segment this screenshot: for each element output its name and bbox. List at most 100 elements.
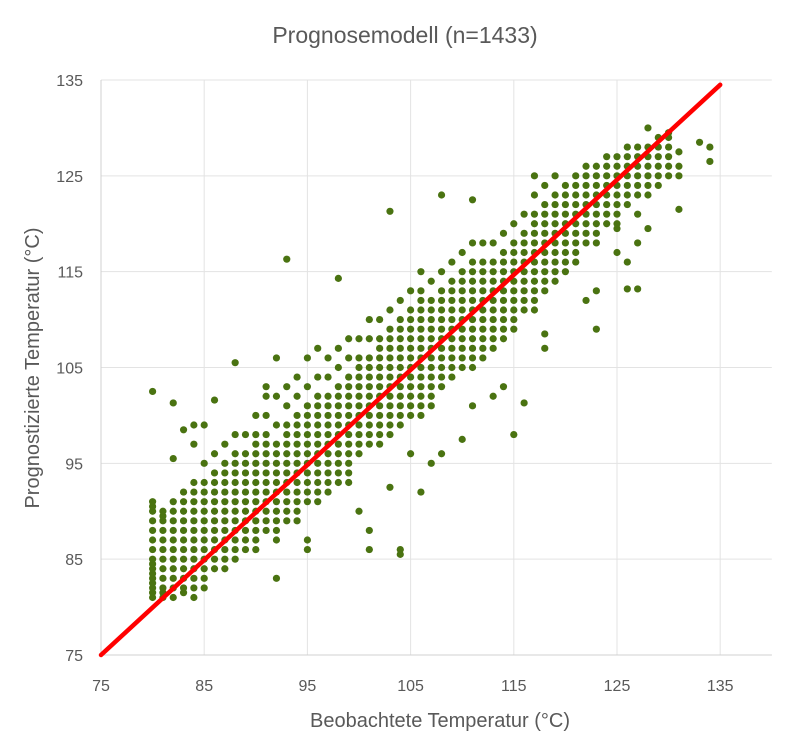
data-point bbox=[303, 440, 311, 448]
data-point bbox=[551, 210, 559, 218]
data-point bbox=[159, 565, 167, 573]
data-point bbox=[334, 421, 342, 429]
data-point bbox=[448, 354, 456, 362]
data-point bbox=[334, 344, 342, 352]
data-point bbox=[530, 268, 539, 276]
data-point bbox=[303, 536, 311, 544]
data-point bbox=[190, 488, 198, 496]
data-point bbox=[221, 478, 229, 487]
data-point bbox=[376, 373, 384, 381]
data-point bbox=[149, 536, 157, 544]
data-point bbox=[221, 488, 229, 496]
data-point bbox=[324, 402, 332, 410]
data-point bbox=[623, 153, 631, 161]
data-point bbox=[303, 430, 311, 439]
data-point bbox=[592, 162, 600, 170]
data-point bbox=[468, 239, 477, 247]
data-point bbox=[262, 411, 270, 420]
data-point bbox=[231, 507, 239, 515]
data-point bbox=[303, 545, 311, 554]
data-point bbox=[314, 421, 322, 429]
data-point bbox=[634, 181, 642, 190]
data-point bbox=[386, 306, 394, 314]
data-point bbox=[303, 421, 311, 429]
data-point bbox=[541, 330, 549, 338]
data-point bbox=[551, 200, 559, 209]
data-point bbox=[334, 363, 342, 372]
data-point bbox=[334, 383, 342, 391]
data-point bbox=[314, 373, 322, 381]
data-point bbox=[582, 172, 590, 180]
data-point bbox=[541, 277, 549, 285]
data-point bbox=[592, 181, 600, 190]
data-point bbox=[241, 526, 250, 535]
data-point bbox=[427, 392, 435, 400]
data-point bbox=[396, 402, 404, 410]
data-point bbox=[262, 392, 270, 400]
data-point bbox=[293, 450, 301, 458]
data-point bbox=[468, 325, 477, 333]
data-point bbox=[149, 545, 157, 554]
data-point bbox=[231, 498, 239, 506]
data-point bbox=[314, 344, 322, 352]
data-point bbox=[334, 392, 342, 400]
data-point bbox=[324, 411, 332, 420]
data-point bbox=[541, 200, 549, 209]
data-point bbox=[592, 287, 600, 295]
data-point bbox=[190, 507, 198, 515]
data-point bbox=[437, 325, 446, 333]
data-point bbox=[324, 421, 332, 429]
data-point bbox=[293, 430, 301, 439]
data-point bbox=[530, 306, 539, 314]
data-point bbox=[479, 287, 487, 295]
data-point bbox=[427, 459, 435, 467]
data-point bbox=[572, 229, 580, 237]
data-point bbox=[417, 344, 425, 352]
data-point bbox=[551, 277, 559, 285]
data-point bbox=[510, 258, 518, 266]
data-point bbox=[386, 335, 394, 343]
data-point bbox=[149, 387, 157, 396]
data-point bbox=[345, 450, 353, 458]
data-point bbox=[407, 287, 415, 295]
data-point bbox=[241, 478, 250, 487]
data-point bbox=[262, 450, 270, 458]
data-point bbox=[407, 450, 415, 458]
data-point bbox=[190, 574, 198, 582]
data-point bbox=[665, 143, 673, 151]
data-point bbox=[324, 430, 332, 439]
data-point bbox=[541, 220, 549, 228]
data-point bbox=[149, 517, 157, 525]
data-point bbox=[221, 565, 229, 573]
data-point bbox=[623, 200, 631, 209]
data-point bbox=[386, 207, 394, 215]
data-point bbox=[231, 478, 239, 487]
data-point bbox=[262, 469, 270, 477]
data-point bbox=[303, 478, 311, 487]
data-point bbox=[190, 526, 198, 535]
data-point bbox=[179, 565, 188, 573]
data-point bbox=[417, 335, 425, 343]
data-point bbox=[530, 287, 539, 295]
data-point bbox=[283, 383, 291, 391]
data-point bbox=[407, 306, 415, 314]
data-point bbox=[458, 248, 466, 257]
data-point bbox=[623, 143, 631, 151]
data-point bbox=[159, 536, 167, 544]
data-point bbox=[345, 411, 353, 420]
data-point bbox=[345, 459, 353, 467]
data-point bbox=[551, 172, 559, 180]
data-point bbox=[334, 411, 342, 420]
data-point bbox=[376, 402, 384, 410]
data-point bbox=[293, 498, 301, 506]
data-point bbox=[644, 224, 652, 233]
data-point bbox=[179, 517, 188, 525]
data-point bbox=[437, 373, 446, 381]
data-point bbox=[468, 315, 477, 324]
data-point bbox=[530, 210, 539, 218]
data-point bbox=[200, 517, 208, 525]
data-point bbox=[417, 315, 425, 324]
data-point bbox=[654, 172, 662, 180]
data-point bbox=[303, 450, 311, 458]
data-point bbox=[458, 306, 466, 314]
